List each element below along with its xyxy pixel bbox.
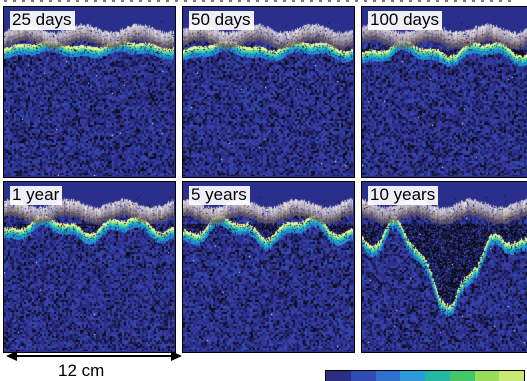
panel-25-days-label: 25 days <box>10 11 75 30</box>
panel-1-year-image <box>4 182 174 351</box>
color-scale-segment <box>326 371 351 381</box>
panel-50-days-label: 50 days <box>189 11 254 30</box>
color-scale-bar <box>325 370 525 381</box>
panel-100-days: 100 days <box>361 6 527 178</box>
scale-bar <box>6 351 182 361</box>
scale-bar-line <box>14 355 174 357</box>
color-scale-segment <box>375 371 401 381</box>
scale-arrow-right-icon <box>171 351 182 361</box>
panel-5-years: 5 years <box>182 181 355 353</box>
panel-25-days-image <box>4 7 174 176</box>
panel-50-days: 50 days <box>182 6 355 178</box>
panel-10-years-label: 10 years <box>368 186 439 205</box>
scale-bar-label: 12 cm <box>58 361 105 380</box>
panel-1-year-label: 1 year <box>10 186 63 205</box>
panel-10-years-image <box>362 182 527 351</box>
panel-1-year: 1 year <box>3 181 176 353</box>
color-scale-segment <box>425 371 450 381</box>
panel-50-days-image <box>183 7 353 176</box>
color-scale-segment <box>350 371 376 381</box>
panel-100-days-label: 100 days <box>368 11 442 30</box>
panel-5-years-image <box>183 182 353 351</box>
panel-5-years-label: 5 years <box>189 186 250 205</box>
panel-100-days-image <box>362 7 527 176</box>
scale-arrow-left-icon <box>6 351 17 361</box>
color-scale-segment <box>499 371 524 381</box>
color-scale-segment <box>449 371 475 381</box>
top-edge-strip <box>0 0 527 3</box>
color-scale-segment <box>400 371 425 381</box>
panel-10-years: 10 years <box>361 181 527 353</box>
panel-25-days: 25 days <box>3 6 176 178</box>
color-scale-segment <box>474 371 500 381</box>
